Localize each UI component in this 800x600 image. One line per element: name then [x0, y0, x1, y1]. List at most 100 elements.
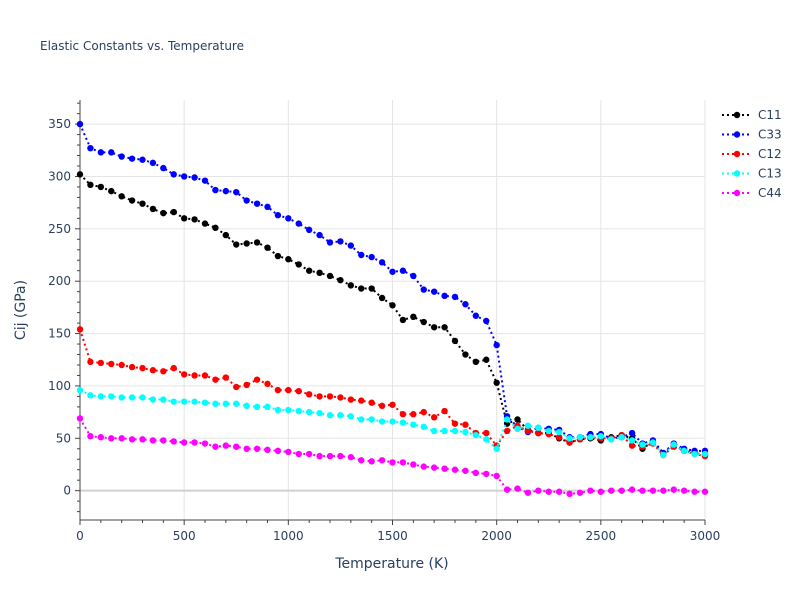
data-point-c11[interactable]: [295, 261, 302, 268]
data-point-c44[interactable]: [441, 465, 448, 472]
data-point-c12[interactable]: [347, 396, 355, 403]
data-point-c13[interactable]: [576, 434, 584, 441]
data-point-c44[interactable]: [118, 435, 125, 442]
legend-item-c12[interactable]: C12: [722, 147, 782, 161]
data-point-c12[interactable]: [97, 359, 105, 367]
data-point-c13[interactable]: [503, 416, 511, 423]
data-point-c11[interactable]: [233, 241, 240, 248]
data-point-c11[interactable]: [378, 294, 386, 302]
data-point-c13[interactable]: [316, 409, 323, 417]
data-point-c11[interactable]: [285, 256, 292, 263]
data-point-c12[interactable]: [316, 393, 323, 400]
data-point-c11[interactable]: [337, 276, 344, 284]
data-point-c12[interactable]: [358, 397, 365, 404]
data-point-c44[interactable]: [139, 436, 146, 443]
data-point-c44[interactable]: [87, 433, 94, 440]
data-point-c13[interactable]: [389, 418, 396, 425]
data-point-c13[interactable]: [608, 436, 615, 443]
data-point-c13[interactable]: [368, 416, 375, 423]
data-point-c33[interactable]: [347, 242, 355, 249]
data-point-c44[interactable]: [608, 487, 615, 494]
data-point-c13[interactable]: [555, 428, 563, 436]
data-point-c13[interactable]: [295, 407, 302, 415]
data-point-c44[interactable]: [76, 415, 84, 422]
data-point-c12[interactable]: [399, 411, 407, 418]
data-point-c44[interactable]: [524, 489, 532, 496]
data-point-c13[interactable]: [628, 437, 636, 444]
data-point-c44[interactable]: [618, 487, 625, 494]
data-point-c12[interactable]: [337, 394, 344, 401]
data-point-c12[interactable]: [118, 361, 125, 369]
data-point-c44[interactable]: [410, 461, 417, 468]
data-point-c44[interactable]: [212, 443, 219, 450]
data-point-c33[interactable]: [118, 153, 125, 160]
data-point-c44[interactable]: [243, 445, 250, 452]
data-point-c12[interactable]: [201, 372, 209, 379]
data-point-c33[interactable]: [253, 200, 261, 207]
data-point-c13[interactable]: [222, 400, 230, 407]
data-point-c13[interactable]: [618, 434, 625, 441]
data-point-c12[interactable]: [87, 358, 94, 366]
data-point-c44[interactable]: [462, 467, 469, 474]
data-point-c44[interactable]: [347, 453, 355, 461]
data-point-c44[interactable]: [545, 488, 552, 495]
data-point-c13[interactable]: [337, 412, 344, 419]
data-point-c12[interactable]: [128, 363, 136, 371]
data-point-c44[interactable]: [253, 445, 261, 452]
data-point-c33[interactable]: [295, 220, 302, 227]
data-point-c44[interactable]: [337, 452, 344, 460]
data-point-c44[interactable]: [670, 486, 677, 493]
data-point-c11[interactable]: [410, 313, 417, 321]
data-point-c44[interactable]: [316, 452, 323, 460]
data-point-c12[interactable]: [441, 407, 448, 415]
data-point-c13[interactable]: [285, 406, 292, 414]
data-point-c12[interactable]: [274, 386, 282, 394]
data-point-c11[interactable]: [305, 267, 313, 274]
data-point-c33[interactable]: [628, 429, 636, 437]
data-point-c12[interactable]: [378, 402, 386, 410]
data-point-c11[interactable]: [243, 240, 250, 247]
data-point-c11[interactable]: [326, 272, 334, 280]
data-point-c44[interactable]: [180, 439, 188, 446]
data-point-c33[interactable]: [128, 155, 136, 162]
data-point-c44[interactable]: [628, 486, 636, 493]
data-point-c33[interactable]: [243, 197, 250, 204]
data-point-c13[interactable]: [399, 419, 407, 426]
data-point-c12[interactable]: [108, 360, 115, 368]
data-point-c12[interactable]: [628, 442, 636, 449]
data-point-c13[interactable]: [253, 403, 261, 411]
data-point-c13[interactable]: [128, 394, 136, 401]
data-point-c13[interactable]: [212, 400, 219, 407]
data-point-c13[interactable]: [305, 408, 313, 416]
data-point-c33[interactable]: [410, 272, 417, 280]
data-point-c13[interactable]: [108, 393, 115, 400]
data-point-c13[interactable]: [545, 427, 552, 435]
data-point-c33[interactable]: [212, 186, 219, 194]
data-point-c13[interactable]: [430, 427, 438, 435]
data-point-c12[interactable]: [295, 387, 302, 395]
data-point-c12[interactable]: [451, 420, 459, 427]
data-point-c11[interactable]: [420, 318, 427, 326]
data-point-c33[interactable]: [180, 173, 188, 180]
data-point-c11[interactable]: [191, 216, 198, 223]
data-point-c33[interactable]: [483, 317, 490, 325]
data-point-c13[interactable]: [649, 439, 657, 446]
data-point-c12[interactable]: [503, 427, 511, 435]
data-point-c33[interactable]: [441, 292, 448, 300]
data-point-c33[interactable]: [430, 288, 438, 295]
data-point-c33[interactable]: [285, 215, 292, 222]
data-point-c13[interactable]: [566, 435, 573, 442]
data-point-c11[interactable]: [264, 244, 271, 251]
data-point-c33[interactable]: [97, 149, 105, 156]
data-point-c44[interactable]: [264, 446, 271, 454]
data-point-c11[interactable]: [108, 187, 115, 195]
data-point-c12[interactable]: [368, 399, 375, 406]
data-point-c13[interactable]: [680, 447, 688, 455]
data-point-c33[interactable]: [170, 171, 177, 178]
data-point-c33[interactable]: [305, 226, 313, 234]
data-point-c33[interactable]: [87, 144, 94, 152]
legend[interactable]: C11 C33 C12 C13 C44: [722, 108, 782, 200]
data-point-c11[interactable]: [316, 269, 323, 277]
data-point-c12[interactable]: [410, 411, 417, 418]
data-point-c11[interactable]: [170, 208, 177, 216]
